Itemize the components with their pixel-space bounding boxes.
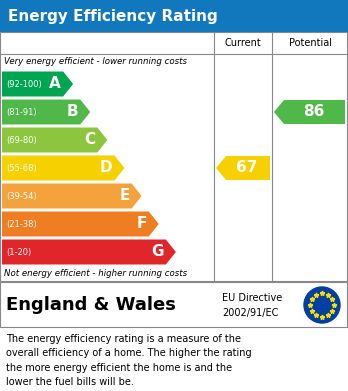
Text: B: B [66, 104, 78, 120]
Polygon shape [2, 72, 73, 97]
Text: (39-54): (39-54) [6, 192, 37, 201]
Text: Very energy efficient - lower running costs: Very energy efficient - lower running co… [4, 57, 187, 66]
Bar [0, 32, 347, 281]
Bar [0, 0, 348, 32]
Text: F: F [136, 217, 147, 231]
Text: (81-91): (81-91) [6, 108, 37, 117]
Polygon shape [2, 99, 90, 124]
Text: Not energy efficient - higher running costs: Not energy efficient - higher running co… [4, 269, 187, 278]
Text: D: D [100, 160, 112, 176]
Bar [0, 282, 347, 327]
Text: (69-80): (69-80) [6, 136, 37, 145]
Polygon shape [2, 127, 108, 152]
Text: 67: 67 [236, 160, 258, 176]
Polygon shape [2, 156, 125, 181]
Text: (92-100): (92-100) [6, 79, 42, 88]
Text: Energy Efficiency Rating: Energy Efficiency Rating [8, 9, 218, 23]
Polygon shape [216, 156, 270, 180]
Text: 86: 86 [303, 104, 324, 120]
Polygon shape [2, 240, 176, 264]
Text: E: E [119, 188, 129, 203]
Polygon shape [274, 100, 345, 124]
Text: The energy efficiency rating is a measure of the
overall efficiency of a home. T: The energy efficiency rating is a measur… [6, 334, 252, 387]
Text: 2002/91/EC: 2002/91/EC [222, 308, 278, 318]
Polygon shape [2, 212, 159, 237]
Text: C: C [84, 133, 95, 147]
Text: (55-68): (55-68) [6, 163, 37, 172]
Text: G: G [151, 244, 164, 260]
Text: A: A [49, 77, 61, 91]
Text: England & Wales: England & Wales [6, 296, 176, 314]
Text: Potential: Potential [288, 38, 332, 48]
Text: (1-20): (1-20) [6, 248, 31, 256]
Polygon shape [2, 183, 142, 208]
Text: EU Directive: EU Directive [222, 293, 282, 303]
Text: (21-38): (21-38) [6, 219, 37, 228]
Text: Current: Current [224, 38, 261, 48]
Circle shape [304, 287, 340, 323]
